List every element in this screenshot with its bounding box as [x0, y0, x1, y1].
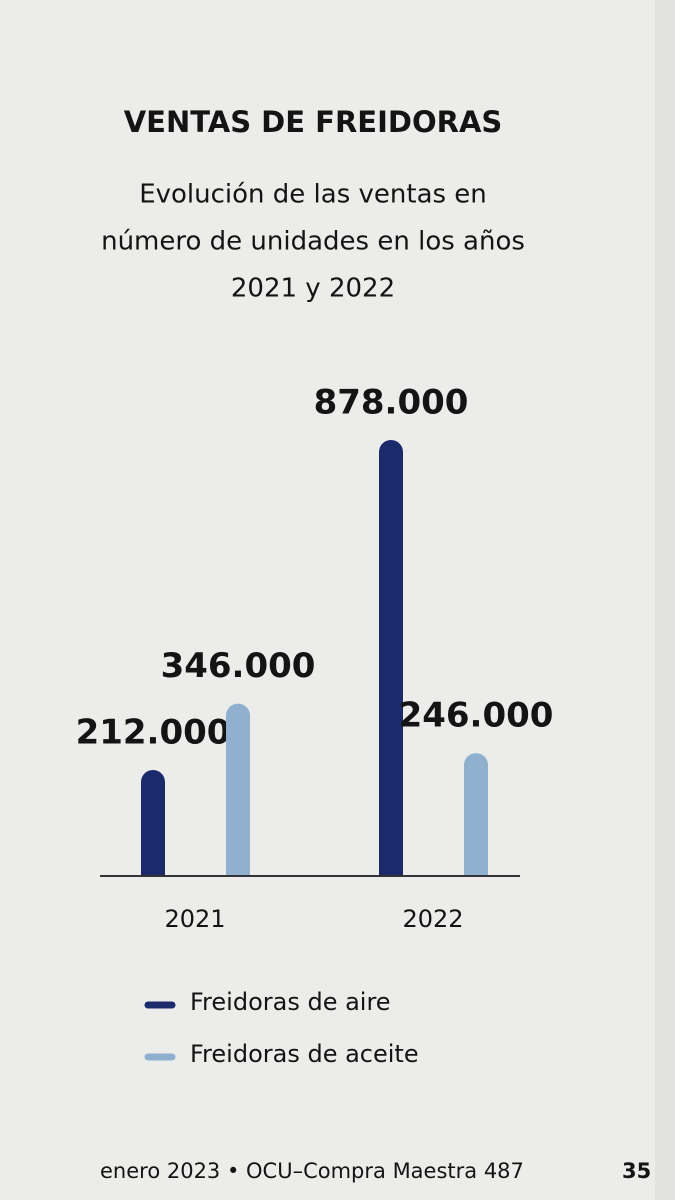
legend-label: Freidoras de aire [190, 988, 391, 1016]
bar [464, 753, 488, 887]
value-label: 346.000 [161, 646, 316, 686]
chart-title: VENTAS DE FREIDORAS [124, 105, 503, 139]
chart-subtitle: 2021 y 2022 [231, 274, 395, 304]
value-label: 246.000 [399, 696, 554, 736]
footer-text: enero 2023 • OCU–Compra Maestra 487 [100, 1159, 524, 1183]
page-edge [655, 0, 675, 1200]
baseline-mask [100, 877, 530, 897]
value-label: 878.000 [314, 383, 469, 423]
page-number: 35 [622, 1159, 651, 1183]
bar [141, 769, 165, 887]
bar [379, 440, 403, 887]
x-tick-label: 2021 [164, 905, 225, 933]
chart-subtitle: número de unidades en los años [101, 227, 525, 257]
legend-label: Freidoras de aceite [190, 1040, 419, 1068]
chart-subtitle: Evolución de las ventas en [139, 180, 487, 210]
value-label: 212.000 [76, 712, 231, 752]
bar [226, 703, 250, 887]
x-tick-label: 2022 [402, 905, 463, 933]
